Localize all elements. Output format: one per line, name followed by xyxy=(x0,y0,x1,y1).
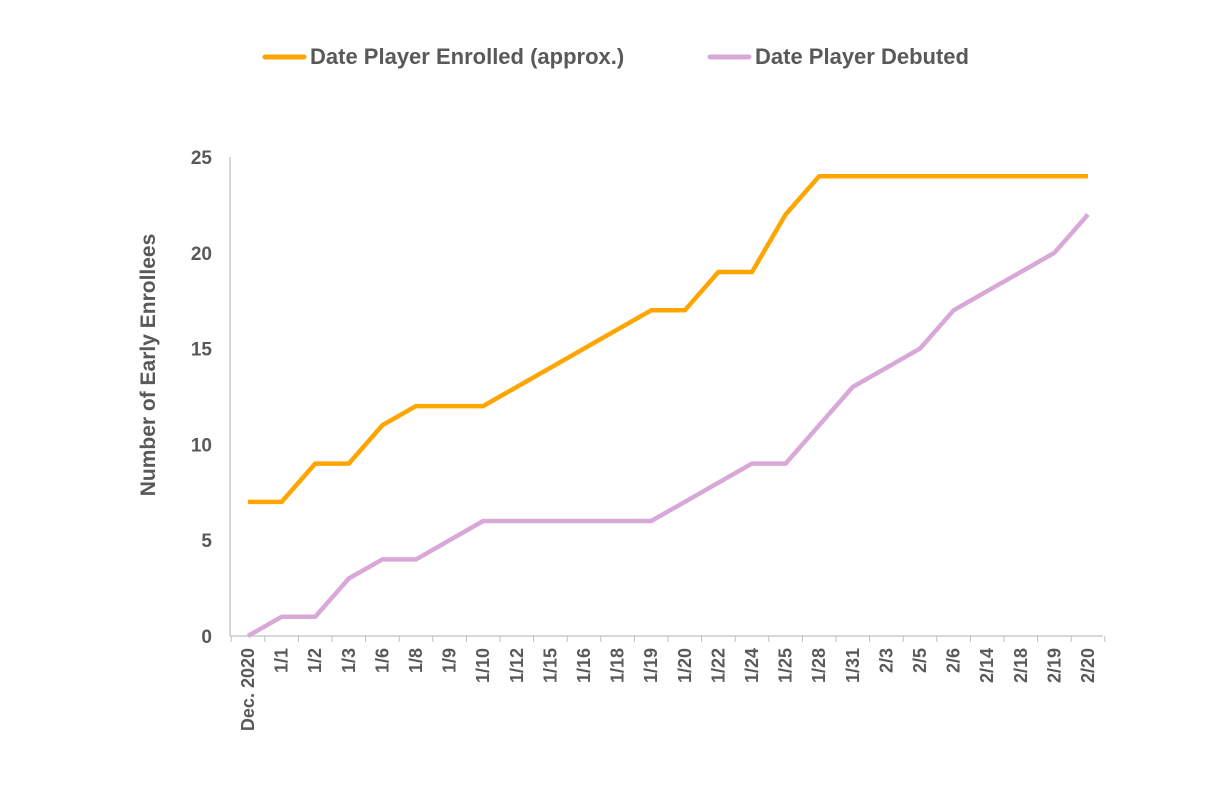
legend-label-enrolled: Date Player Enrolled (approx.) xyxy=(310,44,624,69)
legend-label-debuted: Date Player Debuted xyxy=(755,44,969,69)
x-tick-label: Dec. 2020 xyxy=(238,648,258,731)
x-tick-label: 2/6 xyxy=(944,648,964,673)
x-tick-label: 2/5 xyxy=(910,648,930,673)
x-tick-label: 1/18 xyxy=(608,648,628,683)
x-ticks: Dec. 2020 1/1 1/2 1/3 1/6 1/8 1/9 1/10 1/12 1/15 1… xyxy=(230,636,1106,731)
x-tick-label: 1/3 xyxy=(339,648,359,673)
x-tick-label: 1/22 xyxy=(708,648,728,683)
x-tick-label: 1/31 xyxy=(843,648,863,683)
y-tick-label: 25 xyxy=(191,148,213,169)
legend: Date Player Enrolled (approx.) Date Play… xyxy=(262,44,969,69)
y-tick-label: 5 xyxy=(201,531,212,552)
x-tick-label: 2/3 xyxy=(876,648,896,673)
x-tick-label: 1/20 xyxy=(675,648,695,683)
x-tick-label: 1/1 xyxy=(272,648,292,673)
x-tick-label: 1/24 xyxy=(742,648,762,683)
x-tick-label: 1/28 xyxy=(809,648,829,683)
y-tick-label: 0 xyxy=(201,627,212,648)
x-tick-label: 1/8 xyxy=(406,648,426,673)
x-tick-label: 1/12 xyxy=(507,648,527,683)
y-tick-label: 20 xyxy=(191,244,212,265)
x-tick-label: 1/19 xyxy=(641,648,661,683)
x-tick-label: 1/2 xyxy=(305,648,325,673)
x-tick-label: 1/10 xyxy=(473,648,493,683)
series-lines xyxy=(246,173,1090,638)
y-axis-title: Number of Early Enrollees xyxy=(137,234,160,497)
y-tick-label: 15 xyxy=(191,340,213,361)
x-tick-label: 2/19 xyxy=(1044,648,1064,683)
y-ticks: 0 5 10 15 20 25 xyxy=(191,148,213,648)
legend-item-debuted: Date Player Debuted xyxy=(707,44,969,69)
y-tick-label: 10 xyxy=(191,435,212,456)
x-tick-label: 1/15 xyxy=(540,648,560,683)
x-tick-label: 1/25 xyxy=(776,648,796,683)
series-line-enrolled xyxy=(248,173,1088,505)
series-line-debuted xyxy=(246,213,1090,638)
x-tick-label: 2/18 xyxy=(1011,648,1031,683)
x-tick-label: 1/16 xyxy=(574,648,594,683)
x-tick-label: 1/9 xyxy=(440,648,460,673)
x-tick-label: 1/6 xyxy=(372,648,392,673)
legend-item-enrolled: Date Player Enrolled (approx.) xyxy=(262,44,624,69)
x-tick-label: 2/14 xyxy=(977,648,997,683)
x-tick-label: 2/20 xyxy=(1078,648,1098,683)
